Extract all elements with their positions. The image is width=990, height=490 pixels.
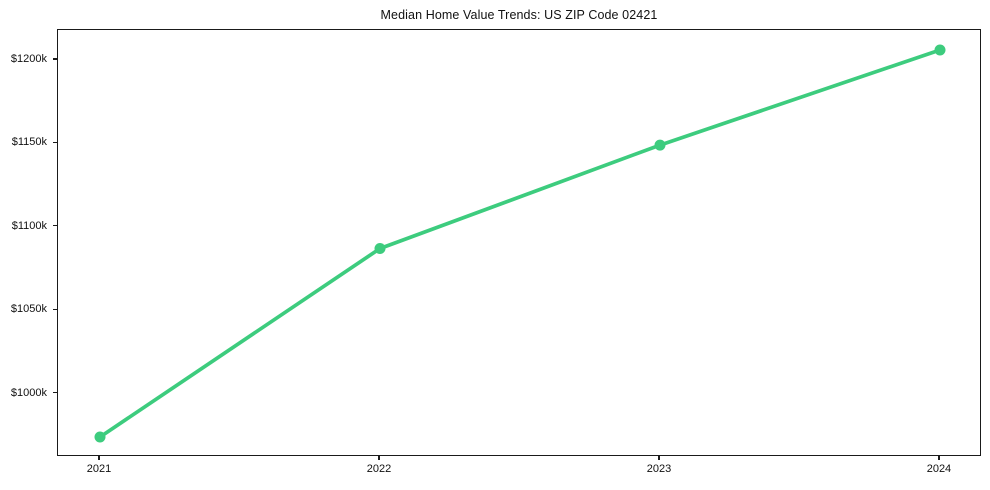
y-tick-label: $1200k [10,53,47,66]
x-tick-label: 2022 [366,463,392,475]
data-point-marker [934,44,946,56]
data-point-marker [374,243,386,254]
x-tick-mark [938,456,940,460]
y-tick-label: $1000k [10,386,47,399]
x-tick-label: 2024 [926,463,952,475]
y-tick-mark [53,391,57,394]
x-tick-mark [658,456,660,460]
plot-area [57,29,981,456]
y-tick-mark [53,308,57,310]
line-series [94,44,946,443]
x-tick-label: 2023 [646,463,672,475]
y-tick-mark [53,58,57,60]
x-tick-label: 2021 [86,463,112,475]
y-tick-mark [53,225,57,227]
y-tick-mark [53,141,57,144]
y-tick-label: $1100k [11,219,47,232]
data-point-marker [654,139,666,151]
data-point-marker [94,431,106,443]
x-tick-mark [98,456,100,460]
x-tick-mark [378,456,380,460]
chart-title: Median Home Value Trends: US ZIP Code 02… [380,8,658,22]
y-tick-label: $1050k [10,303,47,316]
trend-line [98,48,942,439]
y-tick-label: $1150k [11,136,47,149]
